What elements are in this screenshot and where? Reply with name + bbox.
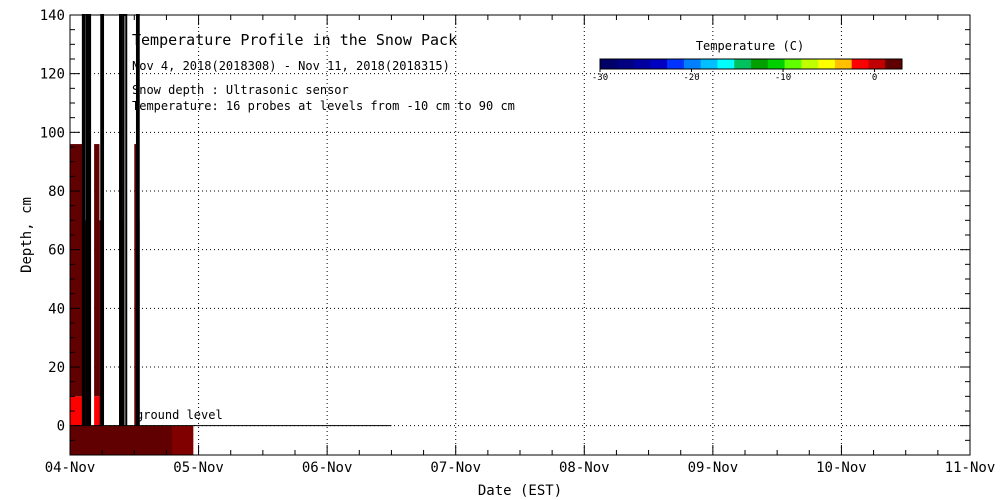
y-tick-label: 140 [40, 8, 65, 24]
y-tick-label: 60 [48, 243, 65, 259]
chart-subtitle: Nov 4, 2018(2018308) - Nov 11, 2018(2018… [132, 59, 450, 73]
colorbar-segment [700, 59, 718, 69]
x-tick-label: 04-Nov [45, 460, 96, 476]
x-tick-label: 08-Nov [559, 460, 610, 476]
axis-ticks [69, 14, 971, 456]
ground-level-label: ground level [136, 408, 223, 422]
colorbar-tick-label: -10 [775, 73, 791, 83]
colorbar-segment [834, 59, 853, 69]
colorbar-segment [683, 59, 702, 69]
colorbar-tick-label: -20 [683, 73, 699, 83]
colorbar-segment [650, 59, 668, 69]
colorbar-segment [734, 59, 752, 69]
y-tick-label: 80 [48, 184, 65, 200]
y-tick-label: 100 [40, 125, 65, 141]
note-snow-depth: Snow depth : Ultrasonic sensor [132, 83, 349, 97]
colorbar-segment [633, 59, 651, 69]
snow-depth-segment [119, 14, 123, 426]
snow-depth-segment [100, 14, 105, 426]
colorbar-segment [885, 59, 903, 69]
note-temperature: Temperature: 16 probes at levels from -1… [132, 99, 515, 113]
colorbar-segment [717, 59, 735, 69]
colorbar-tick-label: -30 [592, 73, 608, 83]
snow-depth-segment [85, 14, 89, 426]
colorbar-segment [616, 59, 635, 69]
y-tick-labels: 0 20 40 60 80 100 120 140 [40, 8, 65, 435]
grid-lines [70, 15, 970, 455]
colorbar-label: Temperature (C) [696, 39, 804, 53]
snow-depth-segment [87, 14, 92, 426]
heatmap-cell [70, 144, 83, 397]
x-tick-labels: 04-Nov 05-Nov 06-Nov 07-Nov 08-Nov 09-Nov 10-N… [45, 460, 996, 476]
colorbar [599, 58, 903, 70]
y-axis-label: Depth, cm [19, 197, 35, 273]
y-tick-label: 40 [48, 301, 65, 317]
colorbar-segment [600, 59, 618, 69]
colorbar-segment [801, 59, 819, 69]
colorbar-segment [851, 59, 869, 69]
colorbar-frame [599, 58, 903, 70]
colorbar-segment [667, 59, 685, 69]
colorbar-segment [784, 59, 802, 69]
x-tick-label: 07-Nov [430, 460, 481, 476]
x-tick-label: 09-Nov [688, 460, 739, 476]
heatmap-cell [94, 396, 100, 426]
colorbar-segment [751, 59, 769, 69]
x-tick-label: 10-Nov [816, 460, 867, 476]
colorbar-tick-label: 0 [872, 73, 877, 83]
heatmap-cell [70, 396, 83, 426]
snow-depth-segment [135, 14, 140, 426]
chart-title: Temperature Profile in the Snow Pack [132, 31, 457, 49]
colorbar-segment [868, 59, 886, 69]
colorbar-ticks: -30 -20 -10 0 [592, 69, 877, 83]
colorbar-segment [767, 59, 786, 69]
y-tick-label: 20 [48, 360, 65, 376]
y-tick-label: 0 [57, 419, 65, 435]
x-tick-label: 06-Nov [302, 460, 353, 476]
x-tick-label: 11-Nov [945, 460, 996, 476]
snow-depth-segment [81, 14, 86, 426]
heatmap-cell [171, 425, 194, 455]
x-axis-label: Date (EST) [478, 483, 562, 499]
heatmap-cell [134, 144, 138, 426]
heatmap-cell [94, 144, 100, 397]
y-tick-label: 120 [40, 67, 65, 83]
x-tick-label: 05-Nov [173, 460, 224, 476]
colorbar-segment [818, 59, 836, 69]
